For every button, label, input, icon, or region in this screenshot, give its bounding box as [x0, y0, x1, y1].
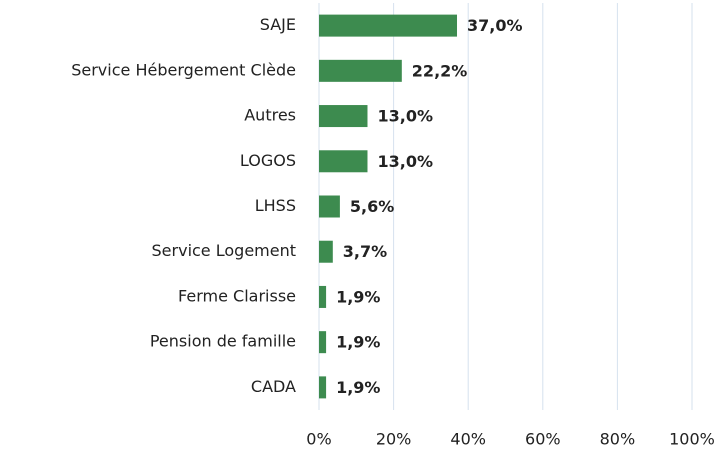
- value-label: 22,2%: [412, 61, 468, 80]
- value-label: 13,0%: [377, 152, 433, 171]
- y-tick-label: SAJE: [260, 15, 296, 34]
- y-tick-label: CADA: [251, 377, 296, 396]
- value-label: 1,9%: [336, 333, 380, 352]
- bar: [319, 285, 327, 308]
- bar: [319, 376, 327, 399]
- bar: [319, 150, 368, 173]
- bar: [319, 105, 368, 128]
- x-tick-label: 100%: [669, 430, 715, 449]
- value-label: 13,0%: [377, 107, 433, 126]
- y-tick-label: LHSS: [255, 196, 296, 215]
- value-label: 1,9%: [336, 378, 380, 397]
- value-label: 5,6%: [350, 197, 394, 216]
- x-tick-label: 40%: [450, 430, 486, 449]
- value-label: 37,0%: [467, 16, 523, 35]
- y-tick-label: Ferme Clarisse: [178, 286, 296, 305]
- y-tick-label: Autres: [244, 106, 296, 125]
- y-tick-label: Service Logement: [152, 241, 296, 260]
- bar: [319, 14, 458, 37]
- bar: [319, 240, 333, 263]
- bar: [319, 195, 340, 218]
- y-tick-label: Service Hébergement Clède: [71, 60, 296, 79]
- bar: [319, 59, 402, 82]
- value-label: 1,9%: [336, 287, 380, 306]
- x-tick-label: 0%: [306, 430, 331, 449]
- x-tick-label: 60%: [525, 430, 561, 449]
- y-tick-label: LOGOS: [240, 151, 296, 170]
- x-tick-label: 80%: [600, 430, 636, 449]
- x-tick-label: 20%: [376, 430, 412, 449]
- y-tick-label: Pension de famille: [150, 332, 296, 351]
- value-label: 3,7%: [343, 242, 387, 261]
- bar: [319, 331, 327, 354]
